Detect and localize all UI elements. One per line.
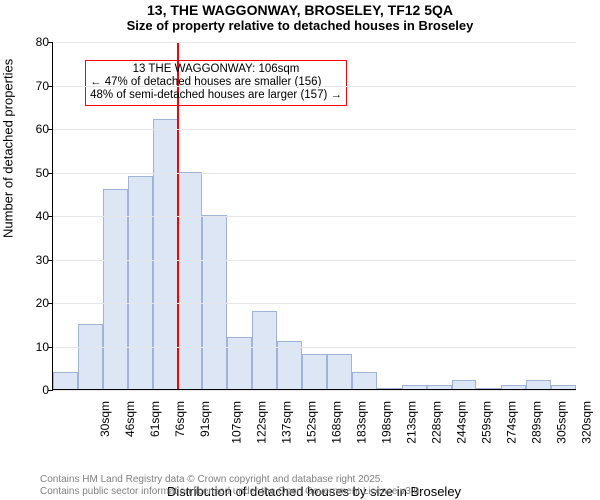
bar: [427, 385, 452, 389]
xtick-label: 91sqm: [198, 401, 212, 437]
bar: [476, 388, 501, 389]
gridline: [53, 390, 576, 391]
xtick-label: 213sqm: [405, 401, 419, 444]
title-line-1: 13, THE WAGGONWAY, BROSELEY, TF12 5QA: [0, 2, 600, 18]
bar: [526, 380, 551, 389]
xtick-label: 305sqm: [554, 401, 568, 444]
bar: [352, 372, 377, 389]
bar: [252, 311, 277, 389]
footer-line-1: Contains HM Land Registry data © Crown c…: [40, 474, 422, 486]
title-line-2: Size of property relative to detached ho…: [0, 18, 600, 33]
ytick-label: 80: [23, 35, 49, 49]
annotation-line-2: ← 47% of detached houses are smaller (15…: [90, 76, 342, 89]
ytick-label: 70: [23, 79, 49, 93]
gridline: [53, 129, 576, 130]
xtick-label: 122sqm: [255, 401, 269, 444]
xtick-label: 320sqm: [579, 401, 593, 444]
xtick-label: 259sqm: [479, 401, 493, 444]
chart-container: Number of detached properties 13 THE WAG…: [0, 38, 600, 458]
xtick-label: 61sqm: [148, 401, 162, 437]
bar: [452, 380, 477, 389]
bar: [277, 341, 302, 389]
y-axis-label: Number of detached properties: [1, 59, 16, 238]
ytick-label: 10: [23, 340, 49, 354]
annotation-line-1: 13 THE WAGGONWAY: 106sqm: [90, 63, 342, 76]
ytick-label: 30: [23, 253, 49, 267]
annotation-line-3: 48% of semi-detached houses are larger (…: [90, 89, 342, 102]
xtick-label: 107sqm: [230, 401, 244, 444]
xtick-label: 274sqm: [504, 401, 518, 444]
gridline: [53, 173, 576, 174]
gridline: [53, 86, 576, 87]
gridline: [53, 216, 576, 217]
bar: [377, 388, 402, 389]
chart-titles: 13, THE WAGGONWAY, BROSELEY, TF12 5QA Si…: [0, 0, 600, 33]
footer-attribution: Contains HM Land Registry data © Crown c…: [40, 474, 422, 497]
xtick-label: 289sqm: [529, 401, 543, 444]
ytick-label: 50: [23, 166, 49, 180]
annotation-box: 13 THE WAGGONWAY: 106sqm ← 47% of detach…: [85, 60, 347, 106]
ytick-label: 0: [23, 383, 49, 397]
bar: [227, 337, 252, 389]
xtick-label: 198sqm: [380, 401, 394, 444]
bar: [202, 215, 227, 389]
gridline: [53, 260, 576, 261]
xtick-label: 152sqm: [305, 401, 319, 444]
xtick-label: 168sqm: [330, 401, 344, 444]
xtick-label: 30sqm: [99, 401, 113, 437]
xtick-label: 76sqm: [173, 401, 187, 437]
xtick-label: 244sqm: [455, 401, 469, 444]
xtick-label: 228sqm: [430, 401, 444, 444]
bar: [501, 385, 526, 389]
bar: [128, 176, 153, 389]
bar: [402, 385, 427, 389]
bar: [551, 385, 576, 389]
ytick-label: 20: [23, 296, 49, 310]
gridline: [53, 303, 576, 304]
bar: [78, 324, 103, 389]
ytick-label: 60: [23, 122, 49, 136]
bar: [53, 372, 78, 389]
gridline: [53, 42, 576, 43]
plot-area: 13 THE WAGGONWAY: 106sqm ← 47% of detach…: [52, 42, 576, 390]
xtick-label: 183sqm: [355, 401, 369, 444]
xtick-label: 46sqm: [123, 401, 137, 437]
bar: [103, 189, 128, 389]
xtick-label: 137sqm: [280, 401, 294, 444]
bar: [302, 354, 327, 389]
bar: [327, 354, 352, 389]
footer-line-2: Contains public sector information licen…: [40, 486, 422, 498]
ytick-label: 40: [23, 209, 49, 223]
gridline: [53, 347, 576, 348]
bar: [178, 172, 203, 390]
bar: [153, 119, 178, 389]
